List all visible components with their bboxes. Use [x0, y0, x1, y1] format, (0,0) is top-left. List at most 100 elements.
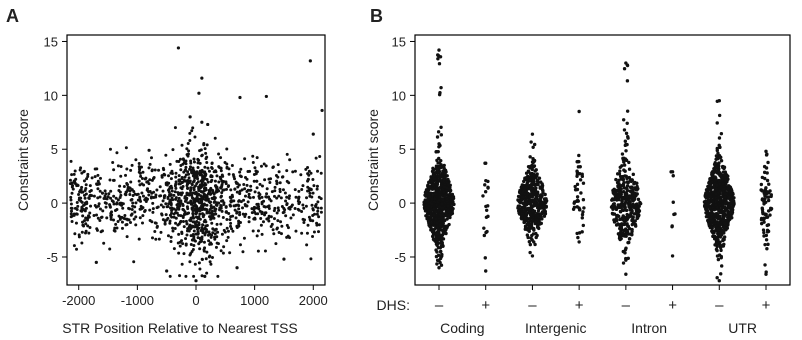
beeswarm-column	[571, 109, 586, 244]
beeswarm-point	[721, 165, 725, 169]
beeswarm-point	[712, 207, 717, 212]
panel-a-point	[140, 182, 144, 186]
beeswarm-point	[581, 210, 585, 214]
beeswarm-point	[631, 188, 635, 193]
beeswarm-point	[577, 153, 581, 158]
panel-a-point	[84, 216, 88, 220]
panel-a-point	[112, 168, 116, 172]
beeswarm-point	[526, 235, 530, 240]
panel-a-point	[101, 209, 105, 213]
panel-a-point	[309, 171, 313, 175]
panel-a-point	[285, 169, 289, 173]
dhs-label: DHS:	[377, 297, 410, 313]
beeswarm-point	[720, 178, 724, 182]
panel-a-point	[232, 199, 236, 203]
panel-a-point	[219, 222, 223, 226]
panel-a-point	[172, 193, 176, 197]
beeswarm-point	[521, 201, 525, 205]
panel-a-point	[261, 220, 265, 224]
beeswarm-point	[442, 185, 446, 189]
panel-a-point	[278, 187, 282, 191]
beeswarm-point	[621, 183, 626, 188]
panel-a-point	[273, 189, 277, 193]
panel-a-point	[115, 202, 119, 206]
panel-a-point	[234, 180, 238, 184]
panel-a-point	[259, 164, 263, 168]
panel-a-point	[84, 186, 88, 190]
panel-a-point	[233, 187, 237, 191]
panel-a-point	[168, 221, 172, 225]
panel-a-outlier-point	[203, 274, 207, 278]
panel-a-point	[161, 218, 165, 222]
beeswarm-point	[522, 188, 527, 193]
panel-a-point	[192, 179, 196, 183]
panel-a-point	[305, 243, 309, 247]
beeswarm-point	[615, 213, 620, 218]
panel-a-point	[279, 220, 283, 224]
panel-a-point	[218, 175, 222, 179]
panel-a-point	[176, 199, 180, 203]
beeswarm-point	[635, 188, 639, 192]
panel-a-point	[196, 165, 200, 169]
panel-a-point	[206, 197, 210, 201]
beeswarm-point	[581, 181, 586, 185]
panel-a-point	[181, 220, 185, 224]
panel-a-point	[302, 206, 306, 210]
panel-a-point	[179, 214, 183, 218]
panel-a-point	[217, 152, 221, 156]
panel-a-point	[98, 207, 102, 211]
panel-a-point	[190, 171, 194, 175]
panel-a-point	[243, 187, 247, 191]
beeswarm-point	[426, 199, 430, 203]
beeswarm-point	[727, 185, 731, 189]
panel-a-point	[209, 217, 213, 221]
panel-a-point	[304, 167, 308, 171]
panel-a-point	[219, 206, 223, 210]
panel-a-point	[185, 229, 189, 233]
panel-a-point	[272, 217, 276, 221]
beeswarm-point	[764, 270, 768, 274]
panel-a-point	[170, 215, 174, 219]
beeswarm-point	[720, 211, 725, 215]
panel-a-point	[130, 207, 134, 211]
panel-a-point	[307, 215, 311, 219]
beeswarm-point	[534, 189, 538, 194]
panel-a-point	[265, 192, 269, 196]
panel-a-point	[265, 187, 269, 191]
beeswarm-point	[450, 196, 454, 200]
panel-a-point	[186, 227, 190, 231]
panel-a-point	[140, 221, 144, 225]
beeswarm-point	[621, 261, 626, 265]
panel-a-y-tick-label: 10	[44, 88, 58, 103]
panel-a-point	[219, 169, 223, 173]
beeswarm-point	[624, 192, 629, 196]
panel-a-point	[196, 161, 200, 165]
panel-a-point	[280, 224, 284, 228]
panel-a-point	[115, 226, 119, 230]
panel-a-point	[172, 247, 176, 251]
panel-a-point	[72, 212, 76, 216]
panel-a-point	[113, 226, 117, 230]
panel-a-point	[188, 201, 192, 205]
panel-a-point	[166, 205, 170, 209]
beeswarm-point	[624, 230, 628, 234]
panel-a-point	[107, 192, 111, 196]
panel-a-point	[190, 207, 194, 211]
panel-a-point	[306, 177, 310, 181]
panel-a-point	[82, 208, 86, 212]
beeswarm-point	[580, 212, 585, 217]
beeswarm-point	[539, 214, 543, 219]
beeswarm-point	[764, 215, 769, 219]
panel-a-point	[266, 205, 270, 209]
panel-a-point	[182, 170, 186, 174]
beeswarm-point	[536, 209, 541, 213]
panel-b-y-tick-label: 15	[392, 34, 406, 49]
panel-a-point	[189, 161, 193, 165]
beeswarm-point	[633, 204, 637, 208]
beeswarm-point	[528, 155, 532, 159]
beeswarm-point	[581, 198, 586, 202]
beeswarm-point	[438, 219, 443, 223]
beeswarm-point	[620, 203, 625, 207]
beeswarm-point	[483, 183, 487, 187]
panel-a-point	[281, 211, 285, 215]
